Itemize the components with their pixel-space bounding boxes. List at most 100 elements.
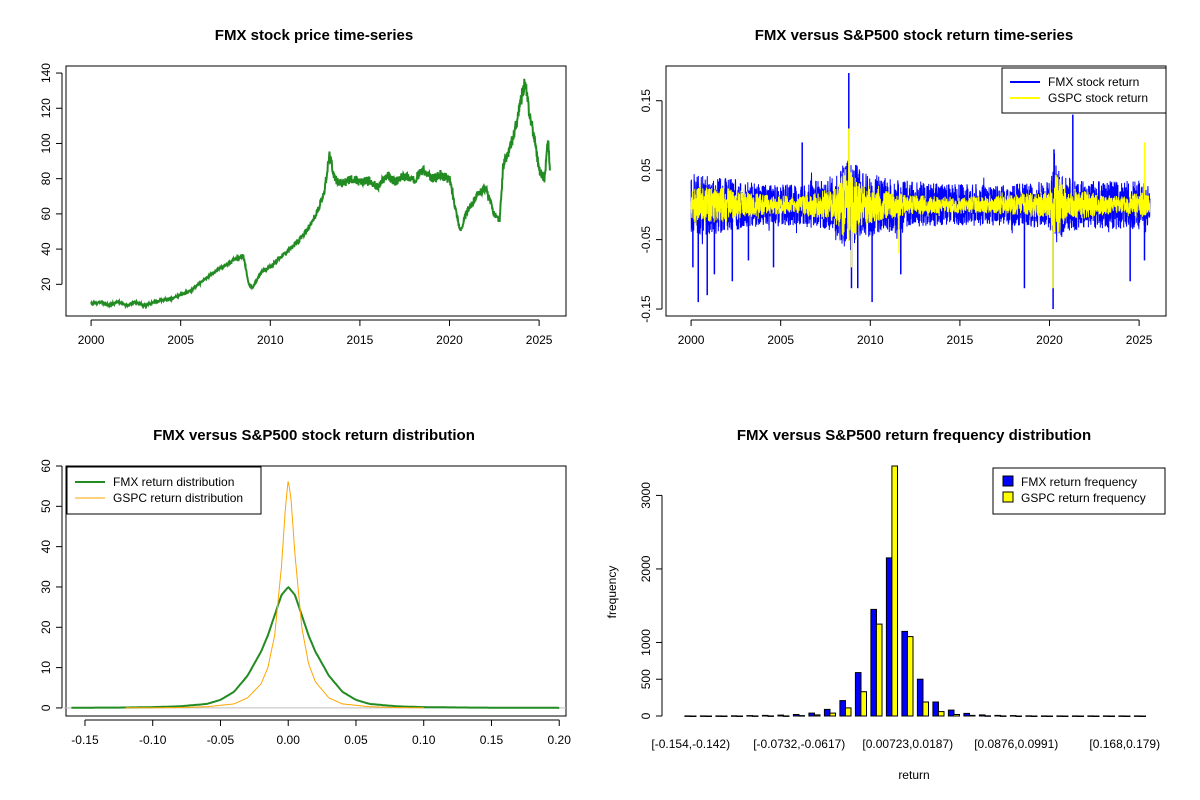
- frequency-y-axis: 0 500 1000 2000 3000: [639, 482, 663, 719]
- x-tick-label: 2015: [947, 333, 974, 347]
- y-tick-label: 0.15: [639, 89, 653, 113]
- y-tick-label: 120: [39, 98, 53, 118]
- y-tick-label: 20: [39, 620, 53, 634]
- gspc-frequency-bar: [829, 712, 837, 717]
- frequency-legend-label-gspc: GSPC return frequency: [1021, 491, 1146, 505]
- y-tick-label: 80: [39, 172, 53, 186]
- fmx-frequency-bar: [1118, 715, 1126, 717]
- density-chart-title: FMX versus S&P500 stock return distribut…: [153, 427, 475, 444]
- fmx-frequency-bar: [730, 715, 738, 717]
- frequency-x-axis: [-0.154,-0.142) [-0.0732,-0.0617) [0.00723…: [651, 737, 1160, 751]
- gspc-frequency-bar: [1092, 715, 1100, 717]
- returns-legend-label-fmx: FMX stock return: [1048, 75, 1139, 89]
- gspc-frequency-bar: [705, 715, 713, 717]
- gspc-frequency-bar: [689, 715, 697, 717]
- fmx-frequency-bar: [715, 715, 723, 717]
- density-plot-frame: [65, 465, 567, 717]
- fmx-frequency-bar: [1133, 715, 1141, 717]
- price-chart-title: FMX stock price time-series: [215, 27, 413, 44]
- gspc-frequency-bar: [1123, 715, 1131, 717]
- fmx-frequency-bar: [994, 714, 1002, 717]
- gspc-frequency-bar: [999, 715, 1007, 717]
- fmx-frequency-bar: [870, 608, 878, 717]
- y-tick-label: 10: [39, 661, 53, 675]
- frequency-x-axis-label: return: [898, 768, 929, 782]
- gspc-frequency-bar: [953, 714, 961, 717]
- frequency-legend: FMX return frequency GSPC return frequen…: [992, 467, 1166, 515]
- fmx-frequency-bar: [792, 714, 800, 717]
- gspc-frequency-bar: [751, 715, 759, 717]
- x-tick-label: 2005: [767, 333, 794, 347]
- x-tick-label: 0.05: [344, 733, 368, 747]
- x-tick-label: 2025: [526, 333, 553, 347]
- fmx-frequency-bar: [916, 678, 924, 717]
- x-tick-label: -0.15: [71, 733, 99, 747]
- x-tick-label: 2020: [436, 333, 463, 347]
- fmx-frequency-bar: [947, 709, 955, 717]
- fmx-frequency-bar: [901, 630, 909, 717]
- y-tick-label: 140: [39, 63, 53, 83]
- density-y-axis: 0 10 20 30 40 50 60: [39, 459, 63, 711]
- gspc-frequency-bar: [1139, 715, 1147, 717]
- gspc-frequency-bar: [906, 636, 914, 717]
- y-tick-label: 60: [39, 459, 53, 473]
- fmx-frequency-bar: [839, 700, 847, 717]
- gspc-frequency-bar: [1046, 715, 1054, 717]
- x-tick-label: 0.10: [412, 733, 436, 747]
- gspc-frequency-bar: [1108, 715, 1116, 717]
- frequency-y-tick-label: 500: [639, 669, 653, 689]
- gspc-frequency-bar: [937, 711, 945, 717]
- fmx-frequency-bar: [699, 715, 707, 717]
- price-plot-frame: [65, 65, 567, 317]
- frequency-x-tick-label: [0.00723,0.0187): [862, 737, 953, 751]
- frequency-y-tick-label: 1000: [639, 629, 653, 656]
- price-panel: FMX stock price time-series 2000 2005 2010…: [39, 27, 567, 347]
- y-tick-label: 20: [39, 277, 53, 291]
- gspc-frequency-bar: [1077, 715, 1085, 717]
- returns-series: [690, 72, 1151, 310]
- frequency-legend-swatch-gspc: [1002, 491, 1014, 503]
- density-x-axis: -0.15 -0.10 -0.05 0.00 0.05 0.10 0.15 0.20: [71, 719, 571, 747]
- fmx-density-curve: [71, 585, 560, 709]
- frequency-x-tick-label: [0.0876,0.0991): [974, 737, 1058, 751]
- frequency-y-axis-label: frequency: [605, 566, 619, 619]
- frequency-y-tick-label: 3000: [639, 482, 653, 509]
- x-tick-label: 2020: [1036, 333, 1063, 347]
- y-tick-label: 50: [39, 499, 53, 513]
- y-tick-label: 100: [39, 133, 53, 153]
- fmx-frequency-bar: [1056, 715, 1064, 717]
- fmx-frequency-bar: [823, 708, 831, 717]
- returns-legend-box: [1001, 67, 1167, 114]
- gspc-frequency-bar: [798, 715, 806, 717]
- returns-legend-label-gspc: GSPC stock return: [1048, 91, 1148, 105]
- frequency-x-tick-label: [-0.154,-0.142): [651, 737, 730, 751]
- returns-y-axis: -0.15 -0.05 0.05 0.15: [639, 89, 663, 323]
- fmx-frequency-bar: [854, 672, 862, 717]
- frequency-legend-swatch-fmx: [1002, 475, 1014, 487]
- fmx-frequency-bar: [1071, 715, 1079, 717]
- gspc-frequency-bar: [860, 691, 868, 717]
- frequency-bars: [684, 465, 1147, 717]
- gspc-frequency-bar: [813, 714, 821, 717]
- fmx-frequency-bar: [1009, 715, 1017, 717]
- x-tick-label: 2000: [678, 333, 705, 347]
- frequency-y-tick-label: 0: [639, 712, 653, 719]
- frequency-panel: FMX versus S&P500 return frequency distr…: [605, 427, 1166, 782]
- gspc-frequency-bar: [891, 465, 899, 717]
- x-tick-label: -0.10: [139, 733, 167, 747]
- x-tick-label: 2005: [167, 333, 194, 347]
- gspc-density-curve: [125, 481, 424, 709]
- gspc-frequency-bar: [1015, 715, 1023, 717]
- x-tick-label: 2000: [78, 333, 105, 347]
- density-legend-label-gspc: GSPC return distribution: [113, 491, 243, 505]
- y-tick-label: 40: [39, 242, 53, 256]
- fmx-frequency-bar: [777, 714, 785, 717]
- gspc-frequency-bar: [844, 707, 852, 717]
- fmx-frequency-bar: [1025, 715, 1033, 717]
- gspc-frequency-bar: [1061, 715, 1069, 717]
- gspc-frequency-bar: [984, 715, 992, 717]
- frequency-y-tick-label: 2000: [639, 555, 653, 582]
- fmx-price-line: [90, 78, 551, 310]
- fmx-frequency-bar: [746, 715, 754, 717]
